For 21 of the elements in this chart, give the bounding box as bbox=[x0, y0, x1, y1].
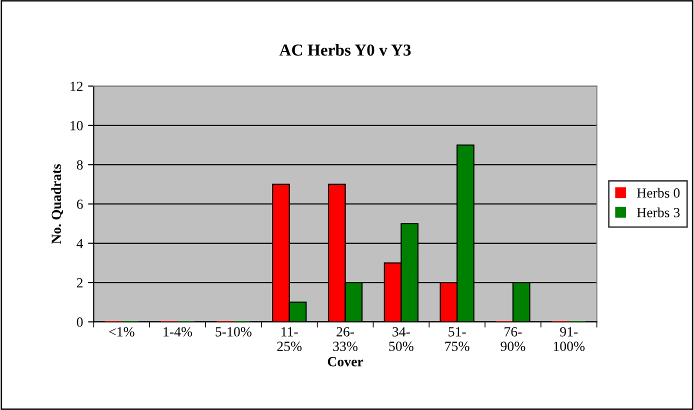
x-tick-label: 91- 100% bbox=[554, 327, 585, 352]
y-axis-title: No. Quadrats bbox=[51, 164, 64, 244]
y-tick-label: 2 bbox=[76, 278, 83, 288]
x-tick-label: 76- 90% bbox=[500, 327, 526, 352]
y-tick-label: 10 bbox=[70, 120, 83, 130]
x-tick-label: 51- 75% bbox=[445, 327, 470, 352]
legend-label: Herbs 3 bbox=[636, 208, 680, 218]
chart-title: AC Herbs Y0 v Y3 bbox=[279, 44, 411, 56]
y-tick-label: 0 bbox=[76, 317, 83, 327]
x-tick-label: 1-4% bbox=[164, 327, 192, 337]
x-axis-title: Cover bbox=[328, 357, 364, 366]
y-tick-label: 8 bbox=[76, 160, 83, 170]
x-tick-label: <1% bbox=[109, 327, 134, 337]
y-tick-label: 6 bbox=[76, 200, 83, 209]
x-tick-label: 34- 50% bbox=[389, 327, 414, 352]
x-tick-label: 11- 25% bbox=[277, 327, 302, 352]
legend-label: Herbs 0 bbox=[636, 188, 680, 198]
y-tick-label: 12 bbox=[70, 82, 83, 91]
y-tick-label: 4 bbox=[76, 238, 84, 248]
x-tick-label: 5-10% bbox=[216, 327, 252, 337]
x-tick-label: 26- 33% bbox=[333, 327, 358, 352]
